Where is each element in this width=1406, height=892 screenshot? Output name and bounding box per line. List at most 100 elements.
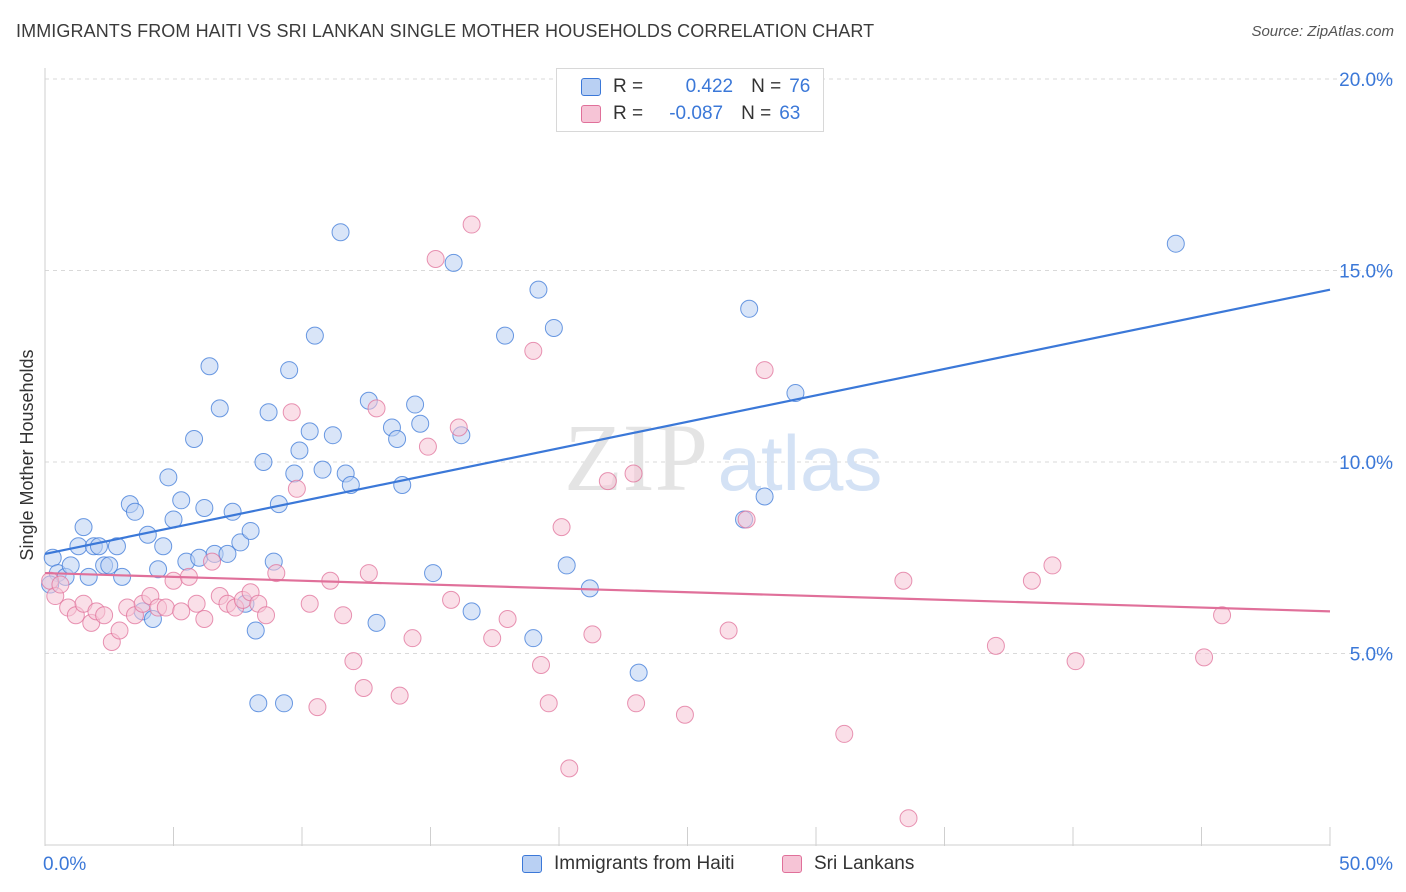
srilanka-point xyxy=(267,564,286,583)
n-value: 63 xyxy=(779,103,801,124)
srilanka-point xyxy=(344,652,363,671)
haiti-point xyxy=(529,280,548,299)
haiti-point xyxy=(185,430,204,449)
haiti-point xyxy=(462,602,481,621)
srilanka-point xyxy=(449,418,468,437)
haiti-point xyxy=(629,663,648,682)
haiti-point xyxy=(231,533,250,552)
haiti-point xyxy=(323,426,342,445)
legend-row-srilanka: R = -0.087 N = 63 xyxy=(581,101,800,127)
haiti-point xyxy=(388,430,407,449)
srilanka-point xyxy=(172,602,191,621)
srilanka-point xyxy=(354,678,373,697)
x-tick-label: 0.0% xyxy=(43,854,86,875)
haiti-point xyxy=(159,468,178,487)
srilanka-point xyxy=(334,606,353,625)
srilanka-point xyxy=(1022,571,1041,590)
haiti-point xyxy=(74,518,93,537)
haiti-point xyxy=(254,453,273,471)
haiti-point xyxy=(61,556,80,575)
srilanka-point xyxy=(426,250,445,269)
haiti-swatch xyxy=(581,78,601,96)
srilanka-point xyxy=(1195,648,1214,667)
haiti-point xyxy=(195,498,214,517)
haiti-point xyxy=(241,521,260,540)
srilanka-point xyxy=(287,479,306,498)
legend-item-haiti: Immigrants from Haiti xyxy=(522,851,735,877)
srilanka-point xyxy=(755,361,774,380)
haiti-point xyxy=(406,395,425,414)
grid-layer xyxy=(45,78,1395,654)
haiti-point xyxy=(331,223,350,242)
haiti-point xyxy=(1166,234,1185,253)
srilanka-trend-line xyxy=(44,571,1331,613)
srilanka-point xyxy=(164,571,183,590)
srilanka-point xyxy=(1043,556,1062,575)
x-tick-label: 50.0% xyxy=(1339,854,1393,875)
haiti-point xyxy=(172,491,191,510)
haiti-point xyxy=(246,621,265,640)
haiti-point xyxy=(218,544,237,563)
haiti-point xyxy=(740,299,759,318)
srilanka-point xyxy=(552,518,571,537)
srilanka-point xyxy=(442,590,461,609)
srilanka-legend-label: Sri Lankans xyxy=(814,853,915,874)
srilanka-point xyxy=(524,341,543,360)
r-label: R = xyxy=(613,103,644,124)
haiti-point xyxy=(113,567,132,586)
haiti-point xyxy=(544,318,563,337)
srilanka-point xyxy=(986,636,1005,655)
y-axis-label: Single Mother Households xyxy=(17,349,37,560)
srilanka-point xyxy=(532,655,551,674)
srilanka-point xyxy=(390,686,409,705)
haiti-point xyxy=(305,326,324,345)
r-value: -0.087 xyxy=(669,103,724,124)
srilanka-point xyxy=(719,621,738,640)
haiti-point xyxy=(300,422,319,441)
srilanka-point xyxy=(203,552,222,571)
srilanka-swatch xyxy=(581,105,601,123)
srilanka-point xyxy=(737,510,756,529)
srilanka-point xyxy=(367,399,386,418)
legend-item-srilanka: Sri Lankans xyxy=(782,851,914,877)
haiti-point xyxy=(524,629,543,648)
srilanka-point xyxy=(187,594,206,613)
n-value: 76 xyxy=(789,76,811,97)
srilanka-point xyxy=(1066,652,1085,671)
srilanka-point xyxy=(300,594,319,613)
haiti-point xyxy=(259,403,278,422)
haiti-point xyxy=(79,567,98,586)
srilanka-legend-swatch xyxy=(782,855,802,873)
srilanka-point xyxy=(110,621,129,640)
n-label: N = xyxy=(741,103,772,124)
srilanka-point xyxy=(308,698,327,717)
haiti-point xyxy=(210,399,229,418)
srilanka-point xyxy=(418,437,437,456)
srilanka-point xyxy=(1213,606,1232,625)
haiti-point xyxy=(290,441,309,460)
haiti-trend-line xyxy=(44,288,1331,555)
haiti-point xyxy=(786,384,805,403)
srilanka-point xyxy=(462,215,481,234)
r-label: R = xyxy=(613,76,644,97)
chart-title: IMMIGRANTS FROM HAITI VS SRI LANKAN SING… xyxy=(16,21,875,41)
srilanka-point xyxy=(894,571,913,590)
srilanka-point xyxy=(282,403,301,422)
haiti-point xyxy=(200,357,219,376)
y-tick-label: 15.0% xyxy=(1339,262,1393,283)
haiti-point xyxy=(125,502,144,521)
haiti-point xyxy=(149,560,168,579)
trend-layer xyxy=(44,288,1331,613)
haiti-point xyxy=(496,326,515,345)
srilanka-point xyxy=(403,629,422,648)
legend-row-haiti: R = 0.422 N = 76 xyxy=(581,74,810,100)
srilanka-point xyxy=(257,606,276,625)
haiti-point xyxy=(280,361,299,380)
srilanka-point xyxy=(598,472,617,491)
haiti-point xyxy=(107,537,126,556)
srilanka-point xyxy=(624,464,643,483)
srilanka-point xyxy=(95,606,114,625)
srilanka-point xyxy=(498,610,517,629)
axis-layer xyxy=(44,68,1331,846)
